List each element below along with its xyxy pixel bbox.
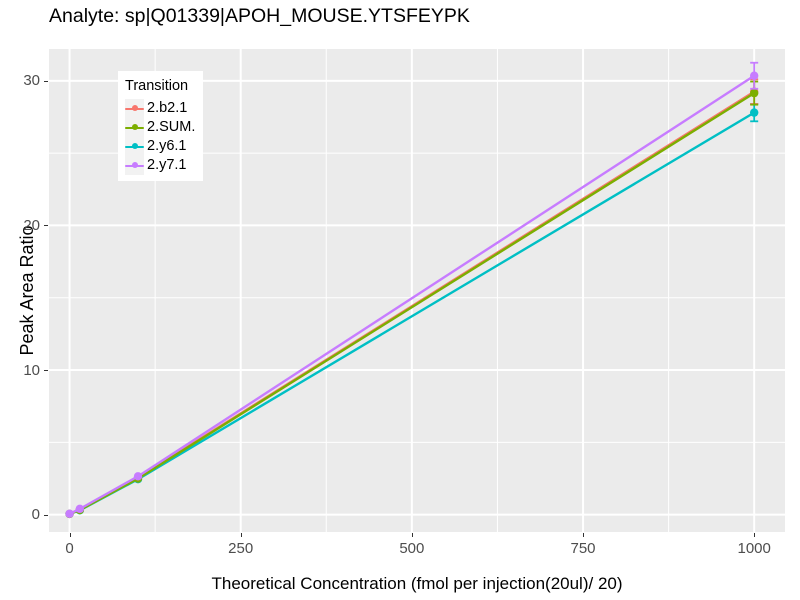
x-tick-mark xyxy=(240,533,242,537)
legend-item-2.SUM.[interactable]: 2.SUM. xyxy=(125,118,195,137)
x-tick-mark xyxy=(754,533,756,537)
legend-key-icon xyxy=(125,156,144,175)
y-tick-label: 20 xyxy=(23,216,40,234)
x-axis-title: Theoretical Concentration (fmol per inje… xyxy=(211,574,623,593)
x-tick-label: 750 xyxy=(570,540,596,557)
data-series-layer xyxy=(65,61,759,519)
series-line xyxy=(68,74,756,515)
legend-item-2.y6.1[interactable]: 2.y6.1 xyxy=(125,137,195,156)
y-tick-label: 0 xyxy=(31,506,40,524)
legend-item-label: 2.y7.1 xyxy=(147,157,187,173)
data-point xyxy=(75,504,85,514)
data-point xyxy=(749,108,759,117)
legend-key-point xyxy=(131,105,138,111)
legend-item-label: 2.y6.1 xyxy=(147,138,187,154)
legend-key-icon xyxy=(125,118,144,137)
plot-area xyxy=(49,49,785,532)
data-point xyxy=(133,472,143,481)
y-tick-mark xyxy=(44,370,48,372)
legend-key-icon xyxy=(125,99,144,118)
x-tick-label: 0 xyxy=(65,540,74,557)
legend-title: Transition xyxy=(125,78,189,94)
legend-item-label: 2.SUM. xyxy=(147,119,196,135)
x-tick-mark xyxy=(583,533,585,537)
y-axis-title: Peak Area Ratio xyxy=(17,225,37,356)
legend-key-point xyxy=(131,162,138,168)
chart-title: Analyte: sp|Q01339|APOH_MOUSE.YTSFEYPK xyxy=(49,5,470,27)
y-tick-label: 30 xyxy=(23,72,40,90)
legend: Transition 2.b2.1 2.SUM. 2.y6.1 2.y7.1 xyxy=(118,71,204,181)
x-tick-label: 250 xyxy=(228,540,254,557)
data-point xyxy=(749,88,759,98)
y-tick-label: 10 xyxy=(23,361,40,379)
legend-key-point xyxy=(131,143,138,149)
legend-item-label: 2.b2.1 xyxy=(147,100,188,116)
legend-key-point xyxy=(131,124,138,130)
y-tick-mark xyxy=(44,80,48,82)
series-2.y7.1 xyxy=(65,61,759,518)
x-tick-mark xyxy=(69,533,71,537)
x-tick-label: 1000 xyxy=(737,540,771,557)
data-point xyxy=(749,71,759,80)
legend-items: 2.b2.1 2.SUM. 2.y6.1 2.y7.1 xyxy=(125,99,195,175)
legend-item-2.y7.1[interactable]: 2.y7.1 xyxy=(125,156,195,175)
data-point xyxy=(65,509,74,518)
y-tick-mark xyxy=(44,225,48,227)
legend-item-2.b2.1[interactable]: 2.b2.1 xyxy=(125,99,195,118)
legend-key-icon xyxy=(125,137,144,156)
y-tick-mark xyxy=(44,514,48,516)
x-tick-label: 500 xyxy=(399,540,425,557)
x-tick-mark xyxy=(411,533,413,537)
